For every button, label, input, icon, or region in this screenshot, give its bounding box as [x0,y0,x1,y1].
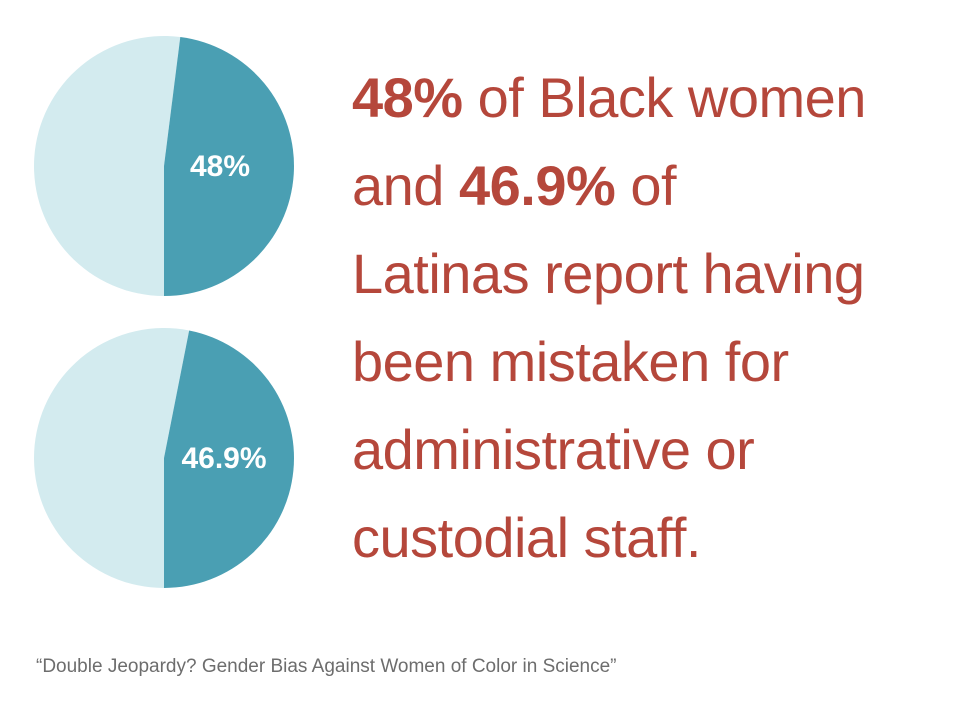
headline-line-2: and 46.9% of [352,154,677,217]
pie-slice-remainder [34,328,190,588]
stat-black-women: 48% [352,66,463,129]
headline-line-1: 48% of Black women [352,66,866,129]
pie-chart-black-women: 48% [32,34,296,298]
stat-latinas: 46.9% [459,154,616,217]
headline-line-5: administrative or [352,418,755,481]
headline-line-6: custodial staff. [352,506,701,569]
pie-slice-remainder [34,36,181,296]
headline-line-4: been mistaken for [352,330,789,393]
headline-line-3: Latinas report having [352,242,865,305]
headline-statement: 48% of Black women and 46.9% of Latinas … [352,54,962,582]
pie-slice-48-percent [164,37,295,297]
pie-chart-latinas: 46.9% [32,326,296,590]
pie-slice-46-9-percent [164,330,295,588]
pie-label-46-9-percent: 46.9% [181,442,266,475]
source-citation: “Double Jeopardy? Gender Bias Against Wo… [36,656,617,677]
pie-label-48-percent: 48% [190,150,250,183]
